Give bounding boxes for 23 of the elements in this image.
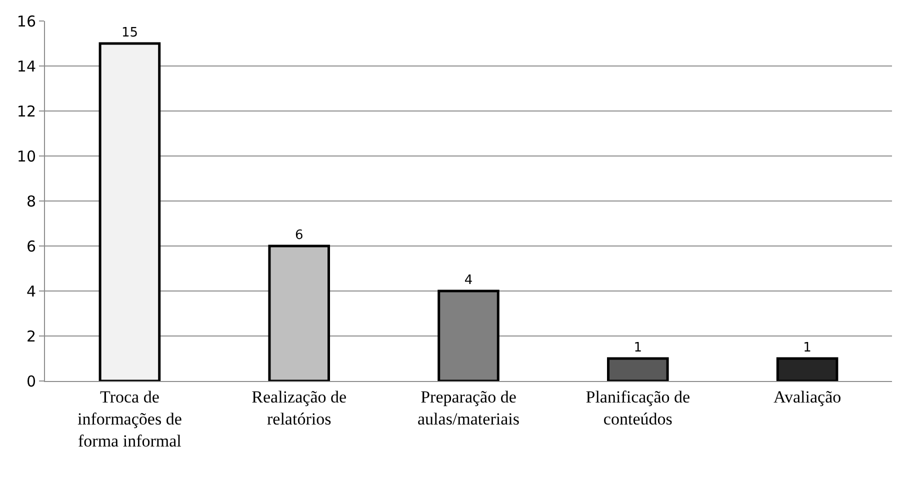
y-tick-label: 14	[16, 57, 36, 76]
x-tick-label: Avaliação	[773, 387, 842, 406]
y-tick-label: 8	[26, 192, 36, 210]
y-tick-label: 10	[16, 147, 36, 166]
data-label: 1	[803, 340, 812, 356]
y-tick-label: 4	[26, 282, 36, 300]
bar	[98, 42, 161, 381]
y-tick-label: 0	[26, 372, 36, 390]
x-tick-label: Troca de informações de forma informal	[78, 387, 182, 451]
y-tick-label: 2	[26, 327, 36, 346]
x-tick-label: Planificação de conteúdos	[586, 387, 690, 428]
x-tick-label: Preparação de aulas/materiais	[418, 387, 520, 428]
bar	[268, 244, 330, 381]
y-tick-label: 12	[16, 102, 36, 120]
bar	[776, 357, 838, 381]
data-label: 4	[464, 273, 473, 288]
y-tick-label: 16	[16, 12, 36, 30]
x-tick-label: Realização de relatórios	[252, 387, 347, 428]
bar	[607, 357, 669, 381]
data-label: 1	[634, 340, 642, 356]
data-label: 6	[294, 228, 304, 243]
y-tick-label: 6	[26, 237, 36, 256]
data-label: 15	[121, 26, 138, 40]
